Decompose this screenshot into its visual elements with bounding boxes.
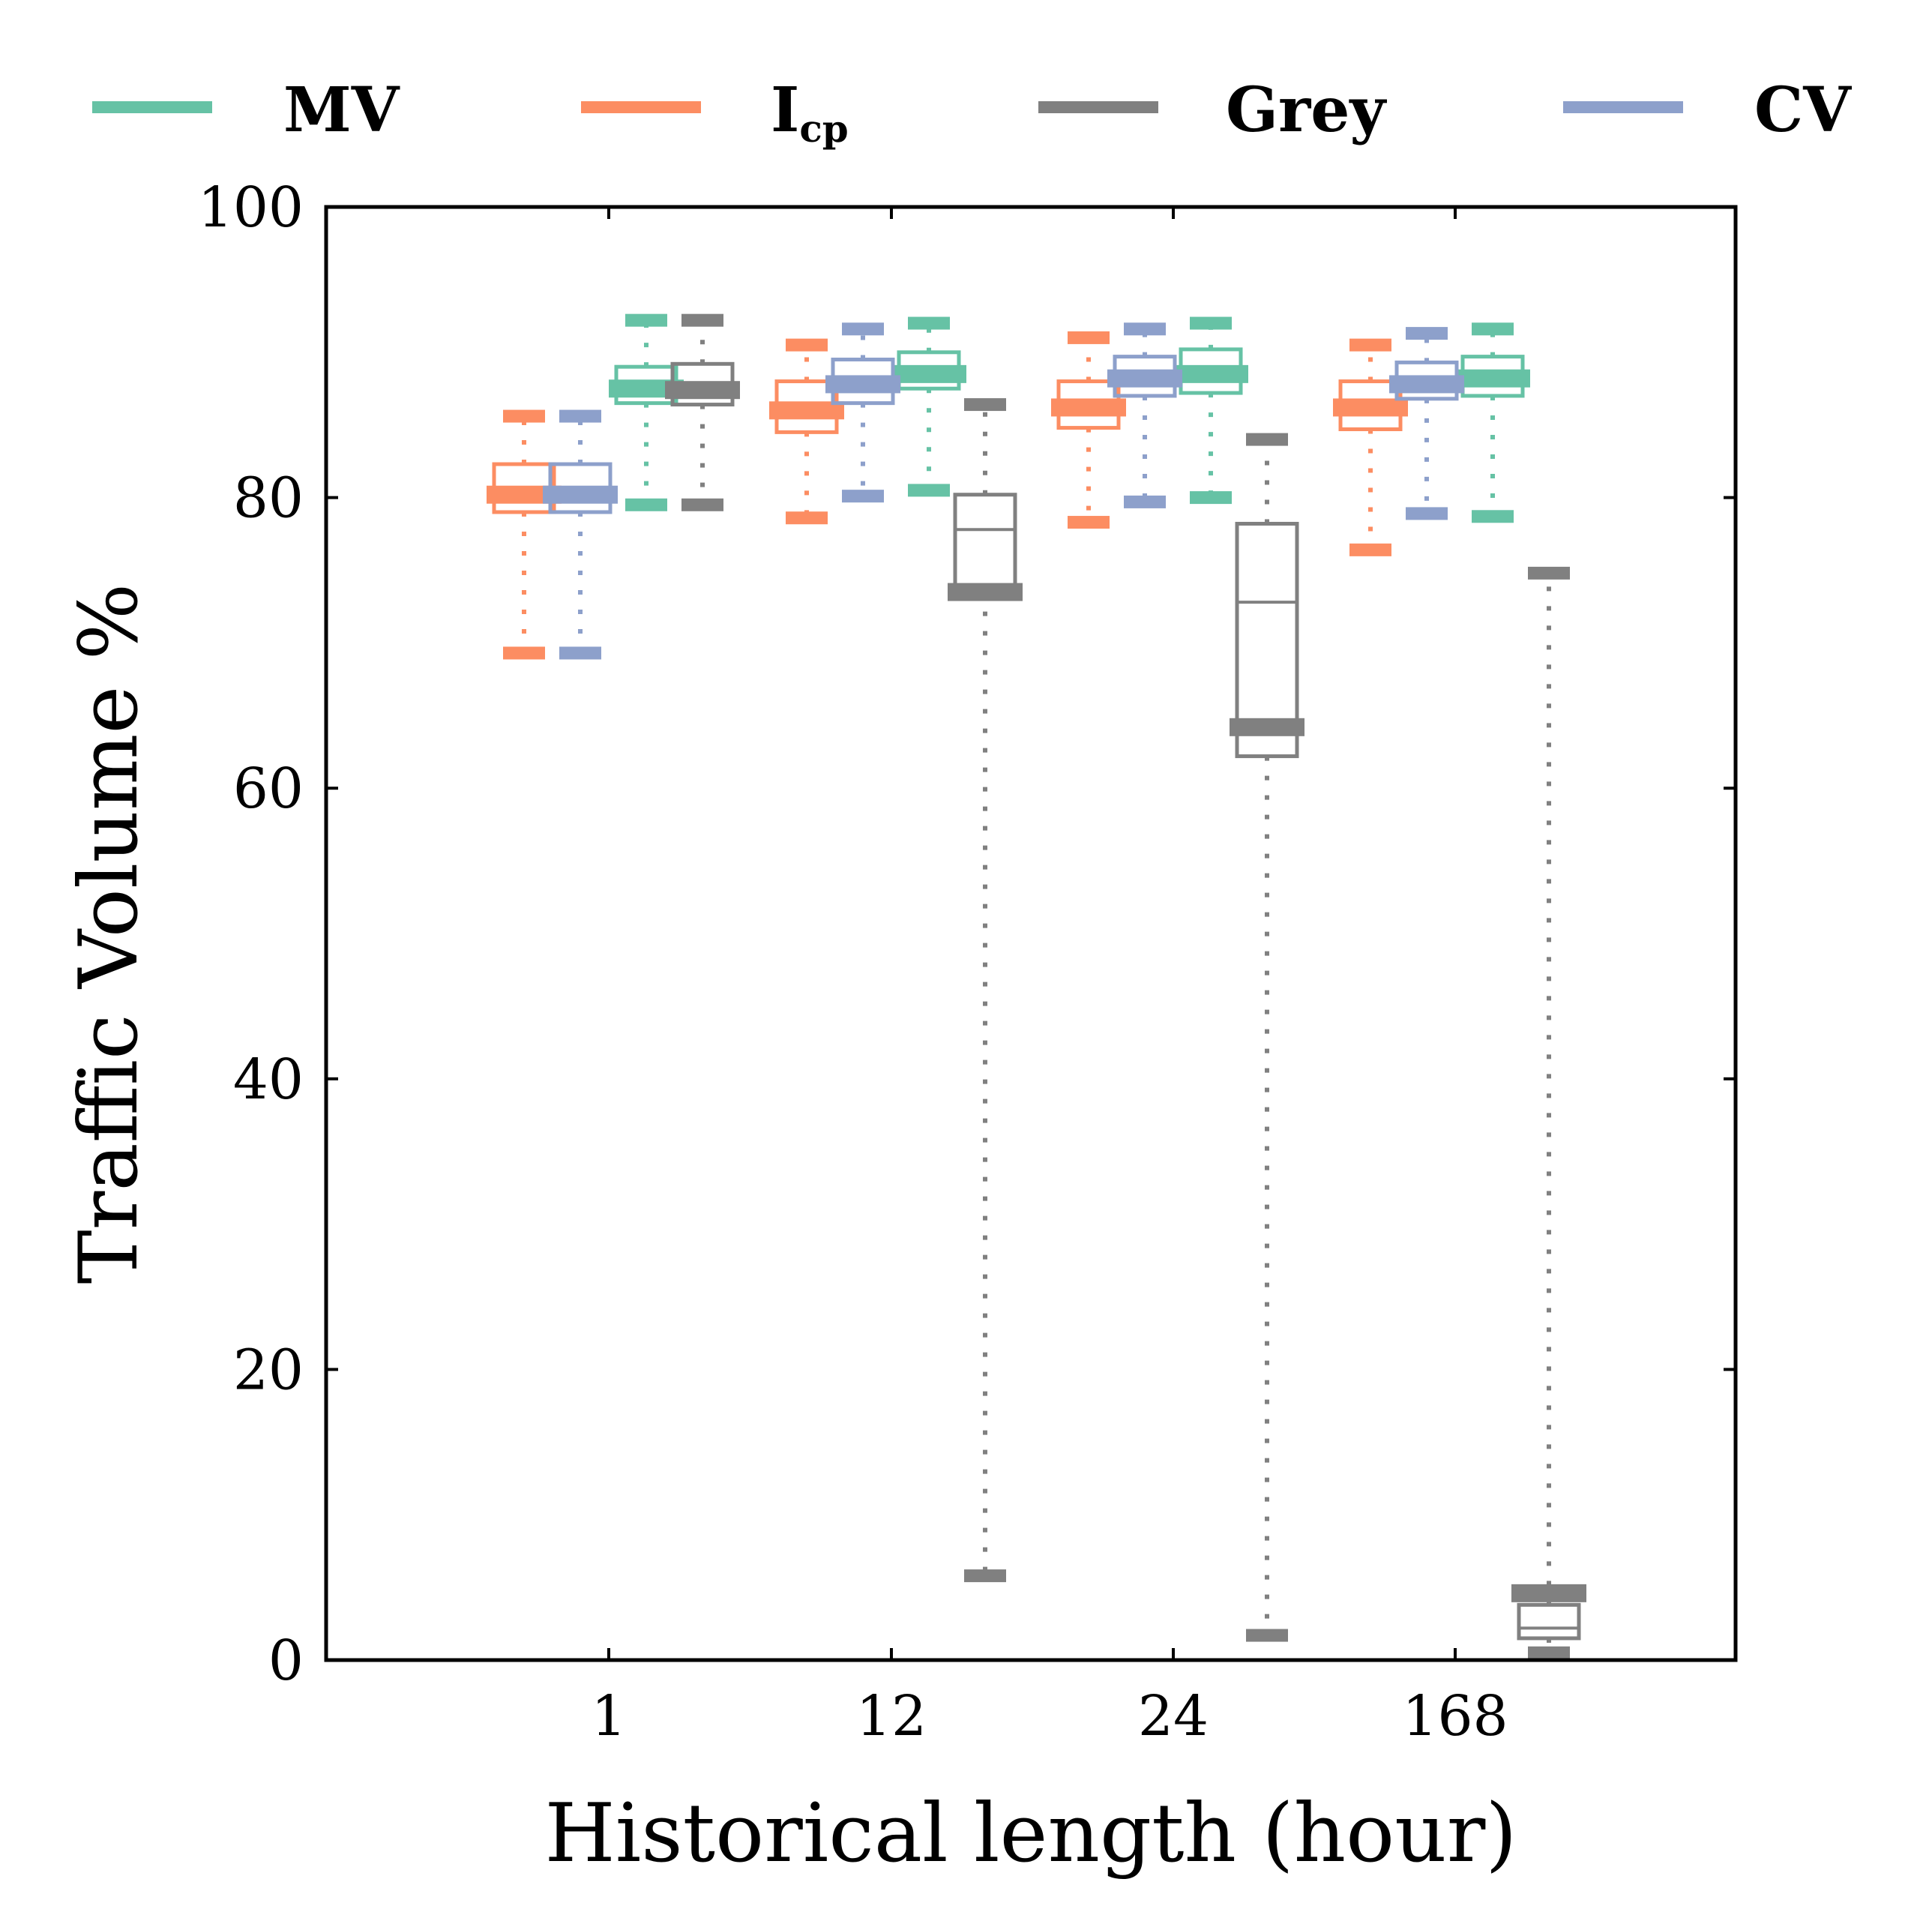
box-MV-168	[1455, 322, 1530, 523]
cap-lower	[1406, 507, 1448, 520]
x-axis-label: Historical length (hour)	[545, 1787, 1517, 1881]
box-CV-168	[1389, 327, 1464, 520]
cap-lower	[1472, 510, 1514, 523]
legend-item-Icp: Icp	[581, 74, 849, 151]
box-MV-12	[891, 316, 966, 497]
cap-lower	[681, 498, 723, 511]
x-tick-label: 24	[1138, 1684, 1209, 1749]
mean-bar	[1389, 375, 1464, 394]
cap-upper	[1246, 433, 1288, 446]
x-tick-label: 12	[856, 1684, 927, 1749]
mean-bar	[543, 485, 618, 504]
box-CV-1	[543, 409, 618, 660]
legend-item-Grey: Grey	[1038, 74, 1387, 146]
mean-bar	[1511, 1584, 1586, 1602]
legend-swatch	[92, 101, 212, 113]
x-tick-label: 168	[1402, 1684, 1508, 1749]
box-body	[1517, 1602, 1581, 1641]
plot-frame	[324, 205, 1738, 1662]
cap-lower	[1068, 516, 1110, 529]
cap-lower	[842, 490, 884, 503]
cap-lower	[503, 646, 545, 660]
legend-label: MV	[283, 74, 400, 146]
y-tick-label: 60	[233, 757, 304, 821]
y-tick-label: 80	[233, 466, 304, 531]
cap-upper	[842, 322, 884, 336]
cap-lower	[559, 646, 601, 660]
cap-upper	[1528, 566, 1570, 580]
y-tick-label: 40	[233, 1047, 304, 1112]
cap-upper	[964, 398, 1006, 412]
legend: MV Icp Grey CV	[92, 74, 1852, 151]
axes: 0 20 40 60 80 100 1 12 24 168	[198, 175, 1736, 1749]
cap-upper	[559, 409, 601, 423]
mean-bar	[891, 364, 966, 383]
cap-upper	[786, 338, 828, 352]
legend-item-MV: MV	[92, 74, 400, 146]
mean-bar	[948, 583, 1023, 601]
y-tick-label: 0	[268, 1629, 304, 1693]
box-MV-24	[1173, 316, 1248, 505]
cap-lower	[964, 1569, 1006, 1583]
legend-item-CV: CV	[1563, 74, 1852, 146]
cap-upper	[681, 313, 723, 327]
x-tick-label: 1	[591, 1684, 626, 1749]
cap-upper	[625, 313, 667, 327]
cap-upper	[1068, 331, 1110, 344]
mean-bar	[1173, 364, 1248, 383]
box-Grey-24	[1230, 433, 1304, 1642]
cap-lower	[908, 484, 950, 497]
mean-bar	[825, 375, 900, 394]
legend-label: Icp	[771, 74, 849, 151]
mean-bar	[1107, 369, 1182, 388]
box-body	[1235, 521, 1299, 759]
box-CV-24	[1107, 322, 1182, 508]
y-axis-label: Traffic Volume %	[62, 583, 156, 1284]
box-Icp-1	[487, 409, 562, 660]
y-tick-label: 20	[233, 1338, 304, 1402]
cap-lower	[1528, 1646, 1570, 1659]
cap-upper	[1472, 322, 1514, 336]
cap-upper	[503, 409, 545, 423]
cap-upper	[1406, 327, 1448, 340]
box-Grey-12	[948, 398, 1023, 1583]
mean-bar	[1230, 718, 1304, 736]
legend-swatch	[1038, 101, 1158, 113]
cap-upper	[908, 316, 950, 330]
legend-swatch	[1563, 101, 1683, 113]
box-Icp-168	[1333, 338, 1408, 556]
legend-swatch	[581, 101, 701, 113]
mean-bar	[1333, 398, 1408, 417]
cap-lower	[1246, 1629, 1288, 1642]
box-Grey-168	[1511, 566, 1586, 1659]
y-tick-label: 100	[198, 175, 304, 240]
legend-label: Grey	[1226, 74, 1387, 146]
cap-lower	[1349, 543, 1391, 556]
cap-upper	[1190, 316, 1232, 330]
legend-label: CV	[1754, 74, 1852, 146]
cap-lower	[786, 511, 828, 525]
cap-lower	[1190, 491, 1232, 505]
mean-bar	[1455, 369, 1530, 388]
cap-lower	[1124, 495, 1166, 508]
mean-bar	[1051, 398, 1126, 417]
plot-area	[487, 313, 1586, 1659]
box-body	[953, 493, 1017, 595]
box-Grey-1	[665, 313, 740, 511]
cap-upper	[1124, 322, 1166, 336]
cap-lower	[625, 498, 667, 511]
box-MV-1	[609, 313, 684, 511]
mean-bar	[665, 381, 740, 400]
cap-upper	[1349, 338, 1391, 352]
box-Icp-24	[1051, 331, 1126, 529]
box-CV-12	[825, 322, 900, 503]
